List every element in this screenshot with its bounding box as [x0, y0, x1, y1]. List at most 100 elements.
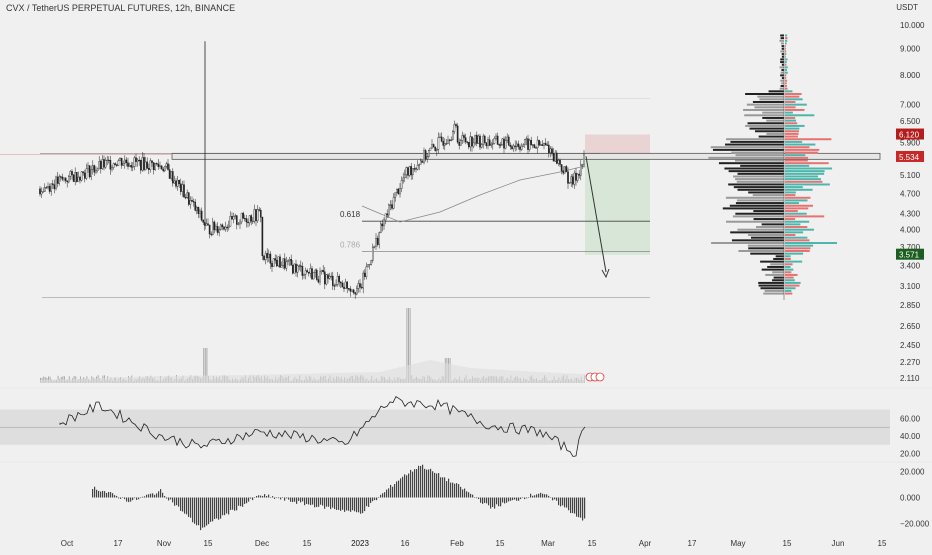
volume-profile-bar	[785, 255, 791, 258]
candle-body	[469, 136, 472, 148]
candle-body	[285, 261, 288, 269]
oscillator-bar	[352, 497, 354, 511]
oscillator-bar	[562, 497, 564, 506]
volume-bar	[57, 375, 59, 383]
volume-profile-bar	[750, 236, 784, 239]
candle-body	[79, 176, 81, 181]
candle-body	[247, 221, 249, 224]
volume-profile-bar	[785, 114, 815, 117]
volume-profile-bar	[728, 183, 784, 186]
oscillator-bar	[110, 492, 112, 498]
volume-profile-bar	[785, 124, 805, 127]
candle-body	[146, 161, 149, 169]
volume-profile-bar	[752, 194, 784, 197]
oscillator-bar	[580, 497, 582, 518]
oscillator-bar	[484, 497, 486, 503]
volume-ma-area	[40, 360, 585, 383]
candle-body	[506, 136, 509, 141]
oscillator-bar	[458, 484, 460, 498]
oscillator-bar	[104, 491, 106, 498]
time-axis-label: 15	[496, 539, 505, 548]
time-axis-label: May	[730, 539, 745, 548]
alert-icon[interactable]	[595, 372, 605, 382]
oscillator-bar	[524, 497, 526, 500]
symbol-title: CVX / TetherUS PERPETUAL FUTURES, 12h, B…	[6, 3, 236, 13]
candle-body	[208, 224, 211, 235]
volume-profile-bar	[780, 58, 784, 61]
candle-body	[525, 138, 528, 140]
oscillator-bar	[570, 497, 572, 514]
volume-profile-bar	[764, 289, 784, 292]
candle-body	[325, 274, 328, 285]
oscillator-bar	[196, 497, 198, 526]
volume-profile-bar	[732, 215, 784, 218]
volume-profile-bar	[760, 287, 784, 290]
volume-profile-bar	[785, 90, 793, 93]
candle-body	[472, 142, 475, 147]
volume-profile-bar	[725, 196, 784, 199]
candle-body	[495, 135, 497, 139]
volume-profile-bar	[785, 69, 787, 72]
volume-profile-bar	[768, 90, 784, 93]
candle-body	[346, 281, 349, 289]
time-axis-label: 15	[204, 539, 213, 548]
price-marker-label: 3.571	[899, 251, 920, 260]
volume-profile-bar	[779, 66, 784, 69]
oscillator-bar	[304, 497, 306, 506]
candle-body	[535, 147, 537, 149]
oscillator-bar	[342, 497, 344, 510]
oscillator-bar	[226, 497, 228, 514]
oscillator-bar	[560, 497, 562, 507]
volume-profile-bar	[785, 106, 796, 109]
candle-body	[460, 140, 462, 146]
volume-profile-bar	[785, 194, 796, 197]
candle-body	[322, 270, 325, 272]
oscillator-bar	[186, 497, 188, 515]
oscillator-bar	[136, 497, 138, 500]
candle-body	[80, 171, 83, 181]
oscillator-bar	[544, 494, 546, 498]
volume-profile-bar	[749, 127, 784, 130]
candle-body	[445, 143, 448, 145]
candle-body	[40, 191, 43, 195]
candle-body	[392, 197, 395, 209]
oscillator-bar	[542, 493, 544, 498]
candle-body	[197, 206, 200, 214]
volume-profile-bar	[785, 71, 788, 74]
volume-profile-bar	[708, 156, 784, 159]
oscillator-bar	[312, 497, 314, 505]
candle-body	[231, 216, 233, 220]
oscillator-bar	[106, 492, 108, 498]
oscillator-bar	[482, 497, 484, 504]
volume-bar	[203, 348, 205, 383]
volume-profile-bar	[765, 273, 784, 276]
candle-body	[187, 192, 190, 205]
time-axis-label: 16	[401, 539, 410, 548]
oscillator-bar	[240, 497, 242, 507]
candle-body	[424, 150, 427, 160]
candle-body	[83, 172, 86, 179]
price-marker-tag	[896, 128, 924, 140]
candle-body	[71, 171, 73, 176]
candle-body	[162, 168, 165, 172]
candle-body	[381, 223, 384, 227]
volume-profile-bar	[785, 242, 837, 245]
candle-body	[123, 159, 126, 164]
oscillator-bar	[198, 497, 200, 526]
candle-body	[131, 166, 134, 168]
volume-profile-bar	[785, 135, 798, 138]
oscillator-bar	[432, 471, 434, 498]
candle-body	[107, 159, 110, 161]
volume-profile-bar	[780, 34, 784, 37]
candle-body	[227, 225, 230, 229]
candle-body	[91, 165, 94, 170]
oscillator-bar	[514, 497, 516, 500]
oscillator-bar	[452, 482, 454, 498]
volume-profile-bar	[745, 92, 784, 95]
volume-profile-bar	[785, 236, 808, 239]
oscillator-bar	[372, 497, 374, 502]
candle-body	[365, 266, 368, 277]
oscillator-bar	[406, 475, 408, 498]
volume-profile-bar	[785, 55, 786, 58]
